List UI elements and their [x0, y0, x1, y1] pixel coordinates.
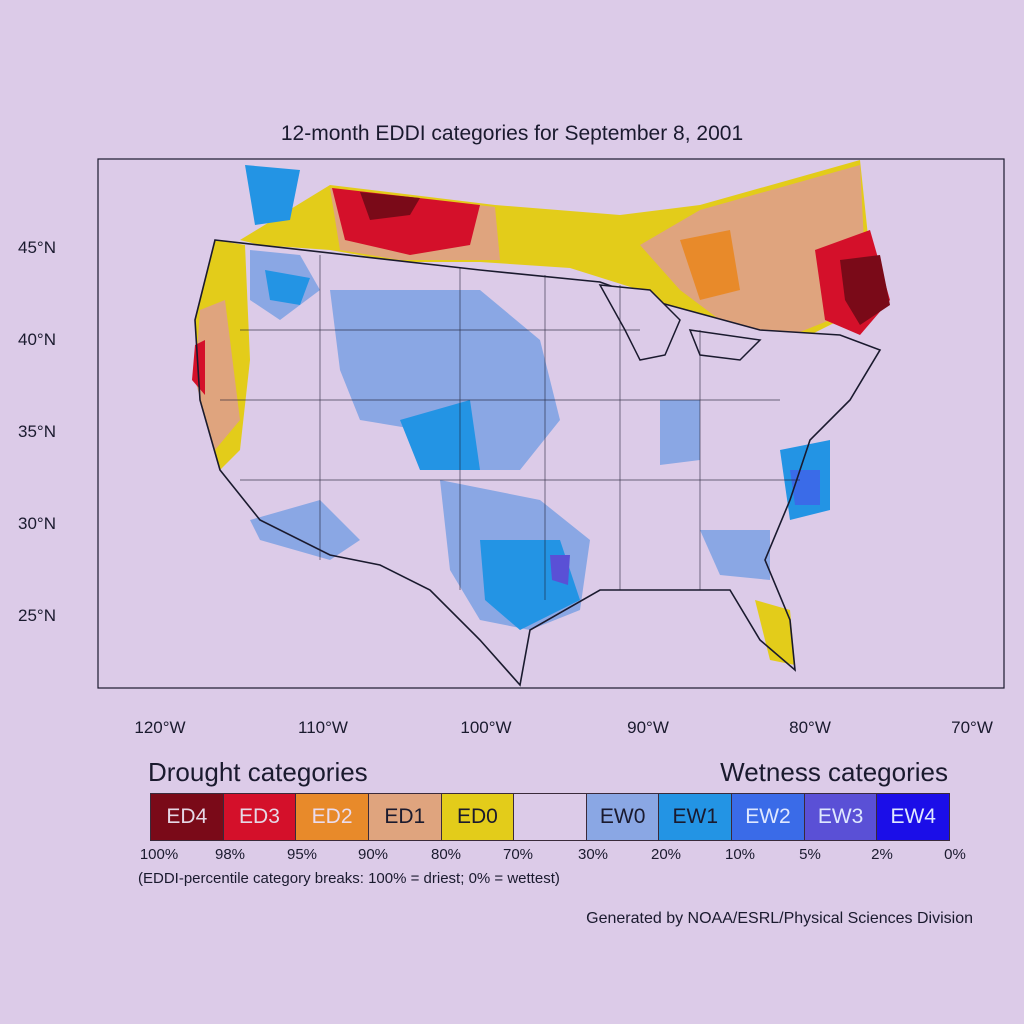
legend-colorbar: ED4 ED3 ED2 ED1 ED0 EW0 EW1 EW2 EW3 EW4	[150, 793, 951, 841]
state-lines	[220, 255, 800, 600]
canada-ed4-region	[360, 192, 420, 220]
break-label: 20%	[650, 846, 682, 863]
plot-frame	[97, 158, 1005, 689]
drought-heading: Drought categories	[148, 757, 368, 787]
lat-label-35: 35°N	[18, 422, 56, 441]
wetness-heading: Wetness categories	[720, 757, 948, 787]
lat-label-40: 40°N	[18, 330, 56, 349]
swatch-ew3: EW3	[803, 793, 878, 841]
swatch-ed2: ED2	[295, 793, 369, 841]
westcoast-ed1	[195, 300, 240, 450]
southeast-wet	[700, 530, 770, 580]
canada-wet-west	[245, 165, 300, 225]
swatch-ew1: EW1	[658, 793, 733, 841]
swatch-ed1: ED1	[367, 793, 442, 841]
lat-label-25: 25°N	[18, 606, 56, 625]
break-label: 100%	[139, 846, 179, 863]
lon-label-110: 110°W	[298, 718, 348, 737]
swatch-ew4: EW4	[876, 793, 951, 841]
lat-label-45: 45°N	[18, 238, 56, 257]
northwest-wet-ew1	[265, 270, 310, 305]
texas-ew3	[550, 555, 570, 585]
maine-ed4	[840, 255, 890, 325]
lon-label-90: 90°W	[627, 718, 669, 737]
lon-label-100: 100°W	[460, 718, 512, 737]
canada-ed1-east	[640, 165, 865, 340]
southwest-wet	[250, 500, 360, 560]
swatch-ed4: ED4	[150, 793, 224, 841]
map-title: 12-month EDDI categories for September 8…	[280, 122, 744, 145]
plains-wet	[330, 290, 560, 470]
break-label: 5%	[799, 846, 821, 863]
break-label: 30%	[577, 846, 609, 863]
break-label: 98%	[214, 846, 246, 863]
swatch-neutral	[513, 793, 587, 841]
florida-ed0	[755, 600, 795, 665]
conus-outline	[194, 239, 882, 687]
category-note: (EDDI-percentile category breaks: 100% =…	[138, 870, 560, 887]
break-label: 0%	[944, 846, 966, 863]
break-label: 10%	[724, 846, 756, 863]
swatch-ew0: EW0	[585, 793, 660, 841]
break-label: 70%	[502, 846, 534, 863]
lat-label-30: 30°N	[18, 514, 56, 533]
break-label: 80%	[430, 846, 462, 863]
break-label: 2%	[871, 846, 893, 863]
swatch-ew2: EW2	[731, 793, 805, 841]
ohio-wet	[660, 400, 700, 465]
lon-label-70: 70°W	[951, 718, 993, 737]
swatch-ed0: ED0	[440, 793, 515, 841]
break-label: 90%	[357, 846, 389, 863]
credit-line: Generated by NOAA/ESRL/Physical Sciences…	[586, 910, 973, 927]
lon-label-80: 80°W	[789, 718, 831, 737]
lon-label-120: 120°W	[134, 718, 186, 737]
canada-ed2-region	[680, 230, 740, 300]
swatch-ed3: ED3	[222, 793, 297, 841]
break-label: 95%	[286, 846, 318, 863]
